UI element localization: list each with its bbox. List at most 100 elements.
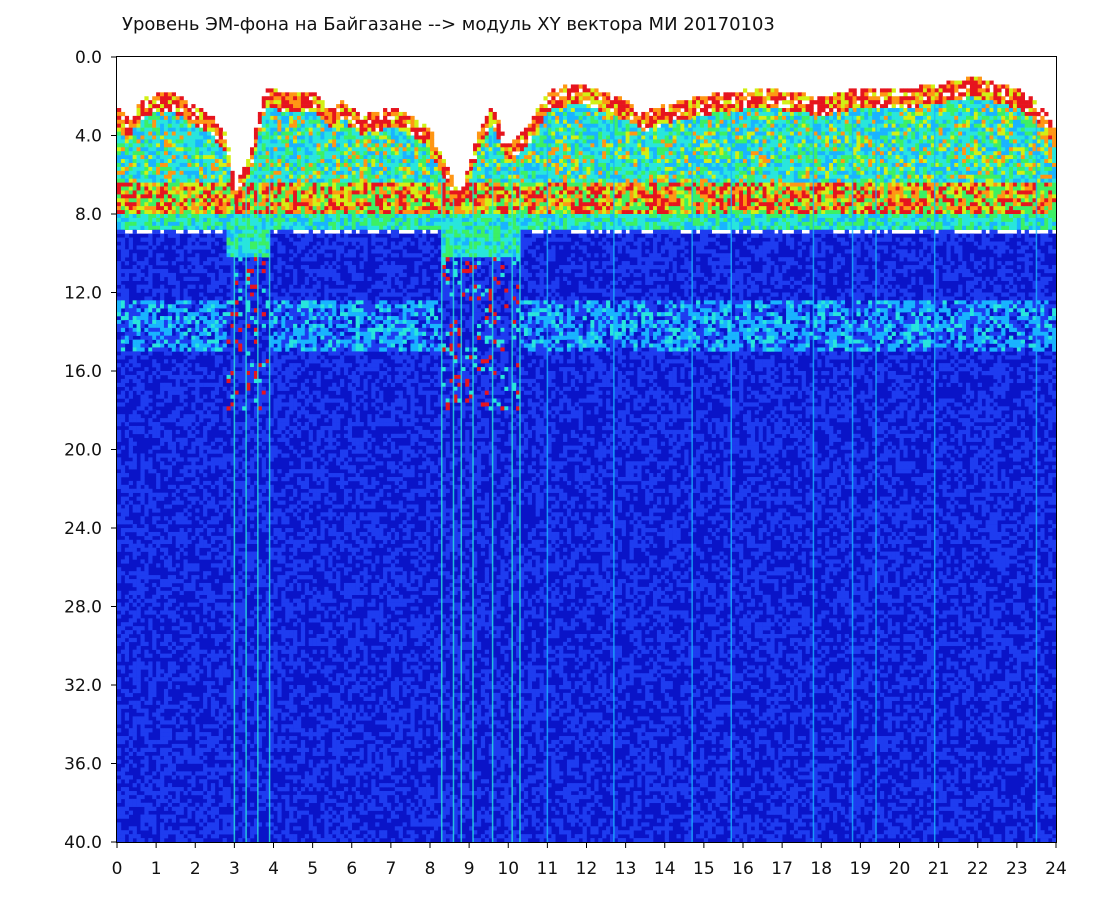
heatmap-cell <box>172 787 176 791</box>
heatmap-cell <box>274 493 278 497</box>
heatmap-cell <box>262 312 266 316</box>
heatmap-cell <box>121 540 125 544</box>
heatmap-cell <box>176 646 180 650</box>
heatmap-cell <box>281 422 285 426</box>
heatmap-cell <box>223 194 227 198</box>
heatmap-cell <box>281 214 285 218</box>
heatmap-cell <box>133 571 137 575</box>
heatmap-cell <box>195 351 199 355</box>
heatmap-cell <box>250 563 254 567</box>
heatmap-cell <box>160 328 164 332</box>
heatmap-cell <box>133 673 137 677</box>
heatmap-cell <box>176 257 180 261</box>
heatmap-cell <box>187 485 191 489</box>
heatmap-cell <box>203 555 207 559</box>
heatmap-cell <box>238 347 242 351</box>
heatmap-cell <box>137 575 141 579</box>
heatmap-cell <box>144 571 148 575</box>
heatmap-cell <box>227 214 231 218</box>
heatmap-cell <box>140 771 144 775</box>
heatmap-cell <box>125 379 129 383</box>
heatmap-cell <box>195 194 199 198</box>
heatmap-cell <box>297 308 301 312</box>
heatmap-cell <box>180 618 184 622</box>
heatmap-cell <box>285 607 289 611</box>
heatmap-cell <box>293 607 297 611</box>
heatmap-cell <box>297 422 301 426</box>
heatmap-cell <box>289 316 293 320</box>
heatmap-cell <box>187 328 191 332</box>
heatmap-cell <box>195 328 199 332</box>
heatmap-cell <box>137 316 141 320</box>
heatmap-cell <box>133 461 137 465</box>
heatmap-cell <box>199 187 203 191</box>
heatmap-cell <box>262 571 266 575</box>
heatmap-cell <box>277 269 281 273</box>
heatmap-cell <box>285 347 289 351</box>
heatmap-cell <box>215 151 219 155</box>
heatmap-cell <box>176 489 180 493</box>
heatmap-cell <box>168 198 172 202</box>
heatmap-cell <box>195 183 199 187</box>
heatmap-cell <box>187 489 191 493</box>
heatmap-cell <box>227 453 231 457</box>
heatmap-cell <box>180 163 184 167</box>
heatmap-cell <box>219 438 223 442</box>
heatmap-cell <box>187 473 191 477</box>
heatmap-cell <box>289 650 293 654</box>
heatmap-cell <box>250 787 254 791</box>
heatmap-cell <box>176 756 180 760</box>
heatmap-cell <box>129 760 133 764</box>
heatmap-cell <box>144 206 148 210</box>
heatmap-cell <box>285 528 289 532</box>
heatmap-cell <box>199 316 203 320</box>
heatmap-cell <box>223 132 227 136</box>
heatmap-cell <box>117 175 121 179</box>
heatmap-cell <box>227 238 231 242</box>
heatmap-cell <box>199 520 203 524</box>
heatmap-cell <box>172 665 176 669</box>
heatmap-cell <box>203 787 207 791</box>
heatmap-cell <box>223 198 227 202</box>
heatmap-cell <box>207 599 211 603</box>
heatmap-cell <box>293 705 297 709</box>
heatmap-cell <box>148 607 152 611</box>
heatmap-cell <box>121 328 125 332</box>
heatmap-cell <box>238 457 242 461</box>
heatmap-cell <box>137 614 141 618</box>
heatmap-cell <box>187 179 191 183</box>
heatmap-cell <box>211 324 215 328</box>
heatmap-cell <box>152 520 156 524</box>
heatmap-cell <box>152 552 156 556</box>
heatmap-cell <box>160 296 164 300</box>
heatmap-cell <box>289 563 293 567</box>
heatmap-cell <box>140 748 144 752</box>
heatmap-cell <box>297 296 301 300</box>
heatmap-cell <box>195 312 199 316</box>
heatmap-cell <box>191 834 195 838</box>
heatmap-cell <box>195 344 199 348</box>
heatmap-cell <box>137 701 141 705</box>
heatmap-cell <box>137 308 141 312</box>
heatmap-cell <box>289 363 293 367</box>
heatmap-cell <box>180 190 184 194</box>
heatmap-cell <box>152 151 156 155</box>
heatmap-cell <box>152 139 156 143</box>
heatmap-cell <box>172 347 176 351</box>
heatmap-cell <box>180 838 184 842</box>
heatmap-cell <box>219 187 223 191</box>
heatmap-cell <box>281 336 285 340</box>
heatmap-cell <box>148 822 152 826</box>
heatmap-cell <box>285 575 289 579</box>
heatmap-cell <box>289 630 293 634</box>
heatmap-cell <box>289 296 293 300</box>
heatmap-cell <box>164 434 168 438</box>
heatmap-cell <box>199 626 203 630</box>
heatmap-cell <box>289 120 293 124</box>
heatmap-cell <box>129 465 133 469</box>
heatmap-cell <box>199 206 203 210</box>
heatmap-cell <box>164 732 168 736</box>
heatmap-cell <box>238 253 242 257</box>
heatmap-cell <box>133 128 137 132</box>
heatmap-cell <box>140 120 144 124</box>
